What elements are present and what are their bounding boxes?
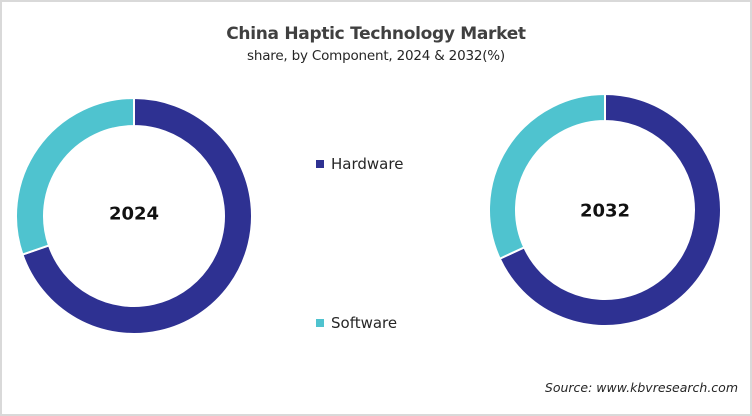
hardware-swatch-icon — [316, 160, 324, 168]
legend-label-software: Software — [331, 314, 398, 332]
source-note: Source: www.kbvresearch.com — [544, 380, 738, 395]
chart-title: China Haptic Technology Market — [226, 24, 526, 44]
legend-item-software: Software — [316, 314, 397, 332]
donut-2032 — [488, 92, 722, 327]
chart-subtitle: share, by Component, 2024 & 2032(%) — [247, 48, 505, 64]
donut-segment-hardware — [498, 92, 722, 327]
donut-2024 — [15, 96, 253, 335]
legend-item-hardware: Hardware — [316, 155, 403, 173]
donut-segment-hardware — [21, 96, 253, 335]
donut-2032-label: 2032 — [579, 200, 631, 222]
legend-label-hardware: Hardware — [331, 155, 404, 173]
donut-segment-software — [15, 96, 135, 256]
software-swatch-icon — [316, 319, 324, 327]
donut-segment-software — [488, 92, 606, 261]
donut-2024-label: 2024 — [108, 203, 160, 225]
